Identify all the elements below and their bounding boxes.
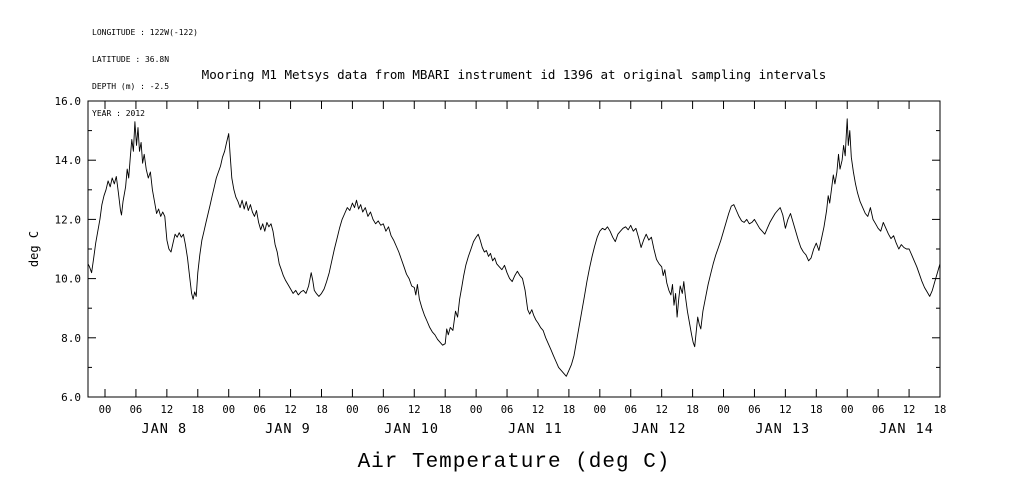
x-tick-label: 12 bbox=[903, 404, 916, 416]
x-tick-label: 00 bbox=[99, 404, 112, 416]
plot-frame bbox=[87, 100, 941, 398]
day-label: JAN 9 bbox=[265, 421, 311, 437]
x-tick-label: 06 bbox=[377, 404, 390, 416]
temperature-series-line bbox=[87, 118, 941, 377]
x-tick-label: 12 bbox=[779, 404, 792, 416]
x-tick-label: 06 bbox=[748, 404, 761, 416]
year-label: YEAR : 2012 bbox=[92, 109, 145, 118]
y-tick-label: 16.0 bbox=[55, 95, 82, 108]
x-tick-label: 06 bbox=[872, 404, 885, 416]
x-tick-label: 00 bbox=[593, 404, 606, 416]
y-tick-label: 6.0 bbox=[61, 391, 81, 404]
y-tick-label: 8.0 bbox=[61, 332, 81, 345]
x-tick-label: 06 bbox=[501, 404, 514, 416]
x-axis-title: Air Temperature (deg C) bbox=[357, 451, 671, 474]
day-label: JAN 14 bbox=[879, 421, 934, 437]
x-tick-label: 18 bbox=[810, 404, 823, 416]
x-tick-label: 00 bbox=[841, 404, 854, 416]
x-tick-label: 06 bbox=[253, 404, 266, 416]
x-tick-label: 18 bbox=[686, 404, 699, 416]
x-tick-label: 12 bbox=[284, 404, 297, 416]
day-label: JAN 10 bbox=[384, 421, 439, 437]
y-tick-label: 14.0 bbox=[55, 154, 82, 167]
x-tick-label: 00 bbox=[222, 404, 235, 416]
longitude-label: LONGITUDE : 122W(-122) bbox=[92, 28, 198, 37]
y-tick-label: 12.0 bbox=[55, 213, 82, 226]
day-label: JAN 11 bbox=[508, 421, 563, 437]
day-label: JAN 13 bbox=[755, 421, 810, 437]
x-tick-label: 18 bbox=[934, 404, 947, 416]
x-tick-label: 00 bbox=[717, 404, 730, 416]
x-tick-label: 06 bbox=[624, 404, 637, 416]
y-tick-label: 10.0 bbox=[55, 273, 82, 286]
x-tick-label: 18 bbox=[439, 404, 452, 416]
x-tick-label: 12 bbox=[655, 404, 668, 416]
day-label: JAN 12 bbox=[632, 421, 687, 437]
x-tick-label: 18 bbox=[191, 404, 204, 416]
x-tick-label: 12 bbox=[532, 404, 545, 416]
x-tick-label: 00 bbox=[470, 404, 483, 416]
x-tick-label: 00 bbox=[346, 404, 359, 416]
x-tick-label: 12 bbox=[408, 404, 421, 416]
chart-title: Mooring M1 Metsys data from MBARI instru… bbox=[201, 67, 827, 82]
depth-label: DEPTH (m) : -2.5 bbox=[92, 82, 170, 91]
x-tick-label: 12 bbox=[161, 404, 174, 416]
metadata-block: LONGITUDE : 122W(-122) LATITUDE : 36.8N … bbox=[92, 10, 198, 136]
x-tick-label: 18 bbox=[563, 404, 576, 416]
day-label: JAN 8 bbox=[141, 421, 187, 437]
x-tick-label: 18 bbox=[315, 404, 328, 416]
x-tick-label: 06 bbox=[130, 404, 143, 416]
latitude-label: LATITUDE : 36.8N bbox=[92, 55, 170, 64]
